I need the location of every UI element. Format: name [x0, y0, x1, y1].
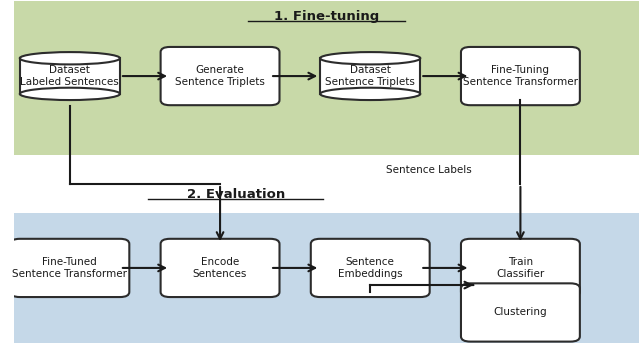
Ellipse shape — [320, 88, 420, 100]
Ellipse shape — [20, 88, 120, 100]
Text: Generate
Sentence Triplets: Generate Sentence Triplets — [175, 65, 265, 87]
Bar — [13, 213, 639, 343]
FancyBboxPatch shape — [461, 47, 580, 105]
Bar — [20, 58, 120, 94]
FancyBboxPatch shape — [161, 239, 280, 297]
Text: Dataset
Sentence Triplets: Dataset Sentence Triplets — [325, 65, 415, 87]
Ellipse shape — [20, 52, 120, 64]
Text: 2. Evaluation: 2. Evaluation — [187, 188, 285, 201]
FancyBboxPatch shape — [311, 239, 429, 297]
Text: Clustering: Clustering — [493, 308, 547, 318]
Text: Sentence Labels: Sentence Labels — [386, 165, 472, 175]
Text: Dataset
Labeled Sentences: Dataset Labeled Sentences — [20, 65, 119, 87]
Text: 1. Fine-tuning: 1. Fine-tuning — [274, 10, 379, 23]
FancyBboxPatch shape — [10, 239, 129, 297]
Text: Encode
Sentences: Encode Sentences — [193, 257, 247, 279]
Bar — [320, 58, 420, 94]
Ellipse shape — [320, 52, 420, 64]
Text: Train
Classifier: Train Classifier — [496, 257, 545, 279]
Bar — [13, 1, 639, 155]
FancyBboxPatch shape — [161, 47, 280, 105]
Bar — [13, 155, 639, 213]
Text: Sentence
Embeddings: Sentence Embeddings — [338, 257, 403, 279]
Text: Fine-Tuning
Sentence Transformer: Fine-Tuning Sentence Transformer — [463, 65, 578, 87]
FancyBboxPatch shape — [461, 239, 580, 297]
FancyBboxPatch shape — [461, 283, 580, 342]
Text: Fine-Tuned
Sentence Transformer: Fine-Tuned Sentence Transformer — [12, 257, 127, 279]
